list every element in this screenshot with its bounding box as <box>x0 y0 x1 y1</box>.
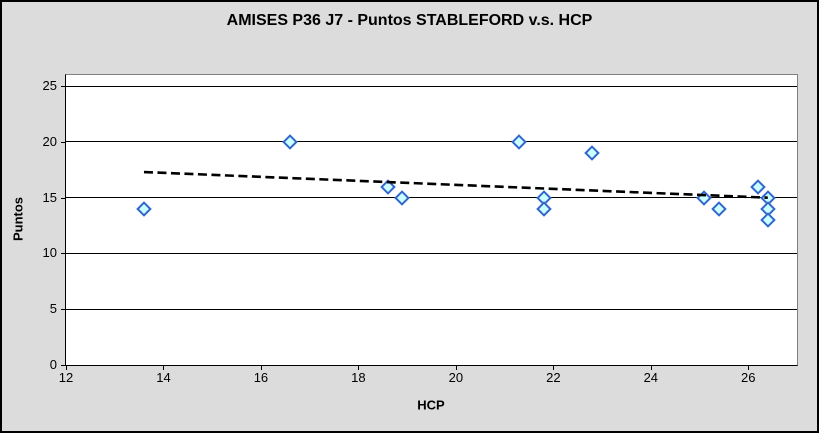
chart-title: AMISES P36 J7 - Puntos STABLEFORD v.s. H… <box>226 12 593 29</box>
trendline-layer <box>143 170 768 199</box>
x-tick-mark <box>650 365 652 370</box>
x-tick-label: 18 <box>351 370 366 385</box>
gridline-y-25 <box>66 85 797 87</box>
x-tick-label: 26 <box>741 370 756 385</box>
y-tick-mark <box>61 365 66 366</box>
gridline-y-10 <box>66 252 797 254</box>
x-tick-mark <box>358 365 360 370</box>
x-tick-label: 20 <box>448 370 464 385</box>
x-tick-mark <box>260 365 262 370</box>
y-tick-mark <box>61 86 66 88</box>
y-tick-label: 5 <box>49 301 57 317</box>
y-tick-label: 25 <box>42 78 57 94</box>
x-tick-mark <box>163 365 165 370</box>
x-tick-label: 16 <box>253 370 269 385</box>
x-tick-label: 14 <box>156 370 171 385</box>
x-tick-label: 22 <box>546 370 561 385</box>
y-tick-mark <box>61 253 66 255</box>
y-tick-label: 15 <box>42 189 57 205</box>
y-tick-mark <box>61 309 66 311</box>
y-tick-label: 10 <box>42 245 57 261</box>
gridline-y-20 <box>66 141 797 143</box>
x-tick-mark <box>66 365 67 370</box>
y-tick-label: 20 <box>42 133 57 149</box>
gridline-y-15 <box>66 197 797 199</box>
trendline <box>143 170 768 199</box>
x-axis-title: HCP <box>417 397 445 413</box>
y-tick-mark <box>61 141 66 143</box>
x-tick-mark <box>553 365 555 370</box>
x-tick-mark <box>748 365 750 370</box>
x-tick-label: 12 <box>58 370 74 385</box>
x-tick-mark <box>455 365 457 370</box>
x-tick-label: 24 <box>643 370 659 385</box>
y-tick-mark <box>61 197 66 199</box>
gridline-y-5 <box>66 308 797 310</box>
plot-area <box>65 74 798 366</box>
y-tick-label: 0 <box>49 357 57 372</box>
